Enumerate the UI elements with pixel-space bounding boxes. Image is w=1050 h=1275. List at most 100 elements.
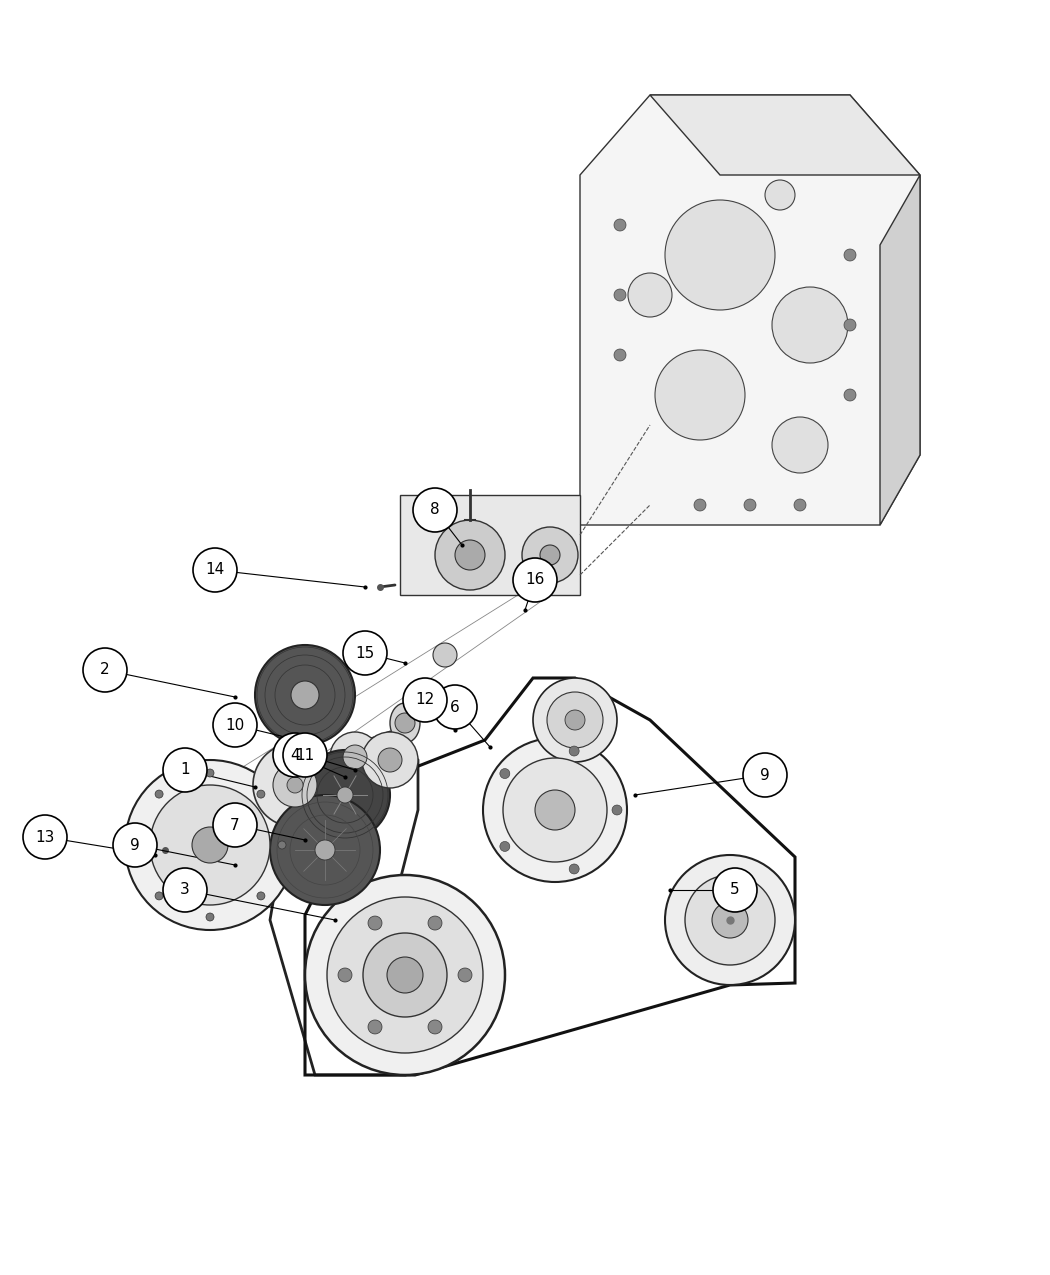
- Circle shape: [744, 499, 756, 511]
- Circle shape: [337, 787, 353, 803]
- Circle shape: [612, 805, 622, 815]
- Circle shape: [253, 743, 337, 827]
- Circle shape: [522, 527, 578, 583]
- Circle shape: [395, 713, 415, 733]
- Circle shape: [435, 520, 505, 590]
- Text: 5: 5: [730, 882, 740, 898]
- Circle shape: [192, 827, 228, 863]
- Text: 6: 6: [450, 700, 460, 714]
- Text: 8: 8: [430, 502, 440, 518]
- Circle shape: [772, 287, 848, 363]
- Circle shape: [743, 754, 788, 797]
- Text: 7: 7: [230, 817, 239, 833]
- Circle shape: [155, 892, 163, 900]
- Circle shape: [655, 351, 746, 440]
- Text: 9: 9: [130, 838, 140, 853]
- Circle shape: [255, 645, 355, 745]
- Circle shape: [569, 746, 580, 756]
- Circle shape: [327, 898, 483, 1053]
- Circle shape: [628, 273, 672, 317]
- Circle shape: [163, 748, 207, 792]
- Circle shape: [713, 868, 757, 912]
- Circle shape: [213, 703, 257, 747]
- Text: 4: 4: [290, 747, 300, 762]
- Circle shape: [712, 901, 748, 938]
- Circle shape: [338, 968, 352, 982]
- Circle shape: [433, 643, 457, 667]
- Circle shape: [844, 249, 856, 261]
- Circle shape: [458, 968, 472, 982]
- Circle shape: [503, 759, 607, 862]
- Text: 2: 2: [100, 663, 110, 677]
- Circle shape: [772, 417, 828, 473]
- Circle shape: [565, 710, 585, 731]
- Circle shape: [315, 840, 335, 861]
- Circle shape: [257, 892, 265, 900]
- Text: 1: 1: [181, 762, 190, 778]
- Circle shape: [273, 762, 317, 807]
- Circle shape: [844, 389, 856, 402]
- Ellipse shape: [390, 703, 420, 743]
- Circle shape: [614, 219, 626, 231]
- Circle shape: [614, 289, 626, 301]
- Circle shape: [685, 875, 775, 965]
- Text: 16: 16: [525, 572, 545, 588]
- Circle shape: [614, 349, 626, 361]
- Circle shape: [23, 815, 67, 859]
- Circle shape: [387, 958, 423, 993]
- Polygon shape: [400, 495, 580, 595]
- Circle shape: [330, 732, 380, 782]
- Circle shape: [536, 790, 575, 830]
- Circle shape: [533, 678, 617, 762]
- Text: 9: 9: [760, 768, 770, 783]
- Circle shape: [257, 790, 265, 798]
- Circle shape: [284, 733, 327, 776]
- Circle shape: [304, 875, 505, 1075]
- Circle shape: [540, 544, 560, 565]
- Circle shape: [765, 180, 795, 210]
- Circle shape: [362, 732, 418, 788]
- Text: 12: 12: [416, 692, 435, 708]
- Circle shape: [134, 842, 142, 849]
- Text: 11: 11: [295, 747, 315, 762]
- Circle shape: [155, 790, 163, 798]
- Circle shape: [368, 1020, 382, 1034]
- Polygon shape: [650, 96, 920, 175]
- Circle shape: [665, 856, 795, 986]
- Circle shape: [368, 915, 382, 929]
- Circle shape: [150, 785, 270, 905]
- Circle shape: [273, 733, 317, 776]
- Text: 15: 15: [355, 645, 375, 660]
- Circle shape: [403, 678, 447, 722]
- Circle shape: [844, 319, 856, 332]
- Circle shape: [433, 685, 477, 729]
- Circle shape: [278, 842, 286, 849]
- Circle shape: [513, 558, 557, 602]
- Circle shape: [500, 842, 510, 852]
- Circle shape: [291, 681, 319, 709]
- Circle shape: [125, 760, 295, 929]
- Circle shape: [694, 499, 706, 511]
- Text: 14: 14: [206, 562, 225, 578]
- Circle shape: [428, 1020, 442, 1034]
- Circle shape: [378, 748, 402, 771]
- Circle shape: [794, 499, 806, 511]
- Circle shape: [206, 769, 214, 776]
- Circle shape: [213, 803, 257, 847]
- Polygon shape: [880, 175, 920, 525]
- Polygon shape: [580, 96, 920, 525]
- Circle shape: [363, 933, 447, 1017]
- Circle shape: [300, 750, 390, 840]
- Text: 10: 10: [226, 718, 245, 733]
- Text: 13: 13: [36, 830, 55, 844]
- Circle shape: [428, 915, 442, 929]
- Circle shape: [343, 631, 387, 674]
- Circle shape: [455, 541, 485, 570]
- Circle shape: [343, 745, 368, 769]
- Circle shape: [163, 868, 207, 912]
- Circle shape: [113, 822, 158, 867]
- Circle shape: [483, 738, 627, 882]
- Circle shape: [569, 864, 580, 873]
- Circle shape: [413, 488, 457, 532]
- Circle shape: [547, 692, 603, 748]
